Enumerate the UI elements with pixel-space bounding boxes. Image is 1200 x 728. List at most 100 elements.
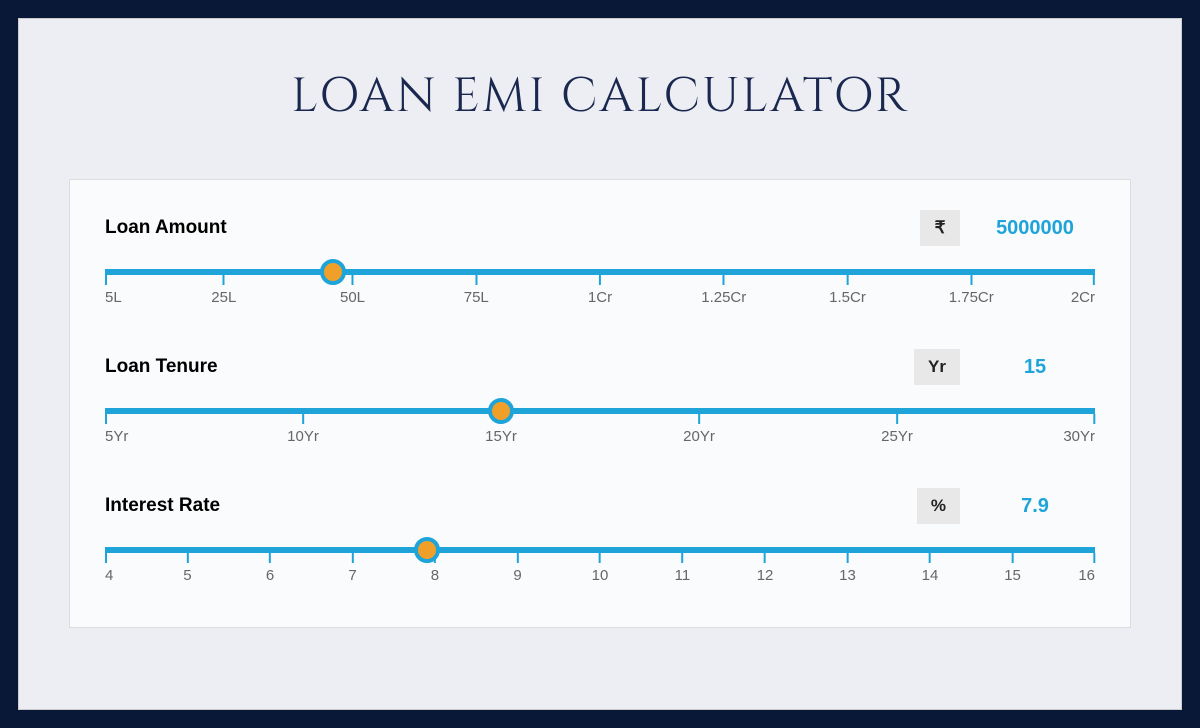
tick-label: 14 <box>922 567 939 584</box>
slider-tick: 9 <box>513 553 521 584</box>
interest-rate-slider[interactable]: 45678910111213141516 <box>105 542 1095 592</box>
tick-mark <box>352 275 354 285</box>
tick-mark <box>698 414 700 424</box>
tick-mark <box>186 553 188 563</box>
tick-label: 30Yr <box>1063 428 1095 445</box>
slider-tick: 7 <box>348 553 356 584</box>
tick-mark <box>105 553 107 563</box>
tick-label: 5L <box>105 289 122 306</box>
tick-mark <box>764 553 766 563</box>
tick-label: 1.5Cr <box>829 289 866 306</box>
slider-tick: 14 <box>922 553 939 584</box>
loan-amount-label: Loan Amount <box>105 217 227 239</box>
tick-mark <box>896 414 898 424</box>
slider-tick: 4 <box>105 553 113 584</box>
slider-tick: 6 <box>266 553 274 584</box>
slider-ticks: 45678910111213141516 <box>105 553 1095 593</box>
tick-mark <box>517 553 519 563</box>
loan-tenure-value-group: Yr 15 <box>914 349 1095 385</box>
interest-rate-value-group: % 7.9 <box>917 488 1095 524</box>
slider-ticks: 5Yr 10Yr 15Yr 20Yr 25Yr 30Yr <box>105 414 1095 454</box>
slider-tick: 10Yr <box>287 414 319 445</box>
tick-label: 20Yr <box>683 428 715 445</box>
slider-tick: 13 <box>839 553 856 584</box>
tick-label: 10Yr <box>287 428 319 445</box>
loan-tenure-label: Loan Tenure <box>105 356 218 378</box>
slider-tick: 75L <box>464 275 489 306</box>
slider-tick: 1.5Cr <box>829 275 866 306</box>
tick-mark <box>599 275 601 285</box>
loan-tenure-value[interactable]: 15 <box>975 356 1095 379</box>
tick-label: 75L <box>464 289 489 306</box>
slider-tick: 10 <box>592 553 609 584</box>
tick-mark <box>1012 553 1014 563</box>
slider-tick: 1.25Cr <box>701 275 746 306</box>
slider-tick: 20Yr <box>683 414 715 445</box>
slider-tick: 1Cr <box>588 275 612 306</box>
tick-label: 5Yr <box>105 428 128 445</box>
page-title: LOAN EMI CALCULATOR <box>69 64 1131 129</box>
tick-mark <box>847 553 849 563</box>
loan-amount-slider[interactable]: 5L 25L 50L 75L 1Cr 1.25Cr 1.5Cr 1.75Cr 2Cr <box>105 264 1095 314</box>
loan-amount-header: Loan Amount ₹ 5000000 <box>105 210 1095 246</box>
loan-tenure-field: Loan Tenure Yr 15 5Yr10Yr15Yr20Yr25Yr30Y… <box>105 349 1095 453</box>
loan-amount-value[interactable]: 5000000 <box>975 217 1095 240</box>
tick-mark <box>599 553 601 563</box>
rupee-unit-box: ₹ <box>920 210 960 246</box>
tick-label: 11 <box>675 567 691 584</box>
tick-label: 50L <box>340 289 365 306</box>
tick-label: 10 <box>592 567 609 584</box>
interest-rate-label: Interest Rate <box>105 495 220 517</box>
tick-label: 1.25Cr <box>701 289 746 306</box>
slider-tick: 15 <box>1004 553 1021 584</box>
slider-tick: 16 <box>1078 553 1095 584</box>
interest-rate-value[interactable]: 7.9 <box>975 495 1095 518</box>
tick-mark <box>302 414 304 424</box>
slider-thumb[interactable] <box>414 537 440 563</box>
loan-amount-field: Loan Amount ₹ 5000000 5L 25L 50L 75L 1Cr 1.25… <box>105 210 1095 314</box>
tick-mark <box>1093 414 1095 424</box>
slider-tick: 5 <box>183 553 191 584</box>
tick-label: 25Yr <box>881 428 913 445</box>
tick-mark <box>223 275 225 285</box>
tick-label: 7 <box>348 567 356 584</box>
year-unit-box: Yr <box>914 349 960 385</box>
slider-tick: 30Yr <box>1063 414 1095 445</box>
tick-label: 1Cr <box>588 289 612 306</box>
tick-label: 13 <box>839 567 856 584</box>
tick-label: 25L <box>211 289 236 306</box>
sliders-panel: Loan Amount ₹ 5000000 5L 25L 50L 75L 1Cr 1.25… <box>69 179 1131 628</box>
slider-tick: 2Cr <box>1071 275 1095 306</box>
tick-label: 2Cr <box>1071 289 1095 306</box>
tick-mark <box>1093 275 1095 285</box>
slider-tick: 50L <box>340 275 365 306</box>
tick-label: 12 <box>757 567 774 584</box>
tick-label: 15Yr <box>485 428 517 445</box>
percent-unit-box: % <box>917 488 960 524</box>
slider-tick: 12 <box>757 553 774 584</box>
slider-tick: 5Yr <box>105 414 128 445</box>
loan-amount-value-group: ₹ 5000000 <box>920 210 1095 246</box>
slider-tick: 11 <box>675 553 691 584</box>
tick-mark <box>269 553 271 563</box>
tick-mark <box>681 553 683 563</box>
slider-thumb[interactable] <box>488 398 514 424</box>
slider-tick: 1.75Cr <box>949 275 994 306</box>
calculator-frame: LOAN EMI CALCULATOR Loan Amount ₹ 500000… <box>18 18 1182 710</box>
tick-mark <box>847 275 849 285</box>
slider-tick: 5L <box>105 275 122 306</box>
tick-label: 16 <box>1078 567 1095 584</box>
tick-label: 6 <box>266 567 274 584</box>
loan-tenure-slider[interactable]: 5Yr 10Yr 15Yr 20Yr 25Yr 30Yr <box>105 403 1095 453</box>
tick-mark <box>475 275 477 285</box>
tick-label: 4 <box>105 567 113 584</box>
slider-thumb[interactable] <box>320 259 346 285</box>
interest-rate-field: Interest Rate % 7.9 45678910111213141516 <box>105 488 1095 592</box>
slider-tick: 25Yr <box>881 414 913 445</box>
interest-rate-header: Interest Rate % 7.9 <box>105 488 1095 524</box>
tick-mark <box>929 553 931 563</box>
tick-label: 5 <box>183 567 191 584</box>
slider-tick: 25L <box>211 275 236 306</box>
tick-mark <box>105 414 107 424</box>
tick-mark <box>105 275 107 285</box>
